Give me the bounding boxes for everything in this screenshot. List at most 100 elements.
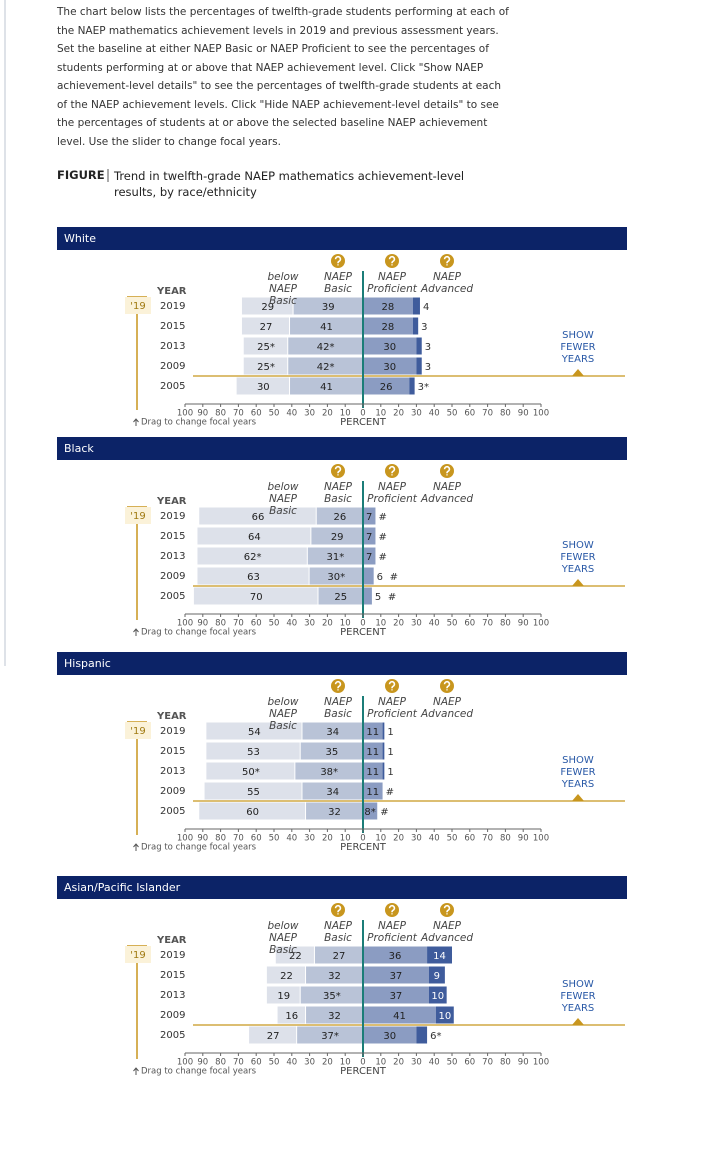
- x-tick-label: 80: [215, 409, 226, 419]
- help-icon[interactable]: [440, 254, 454, 268]
- value-label: 14: [433, 951, 446, 962]
- value-label: #: [386, 787, 394, 798]
- show-fewer-years-button[interactable]: SHOW FEWER YEARS: [560, 979, 596, 1014]
- help-icon[interactable]: [385, 903, 399, 917]
- panel-header: [57, 437, 627, 460]
- bar: [206, 722, 302, 740]
- x-tick-label: 90: [197, 409, 208, 419]
- x-tick-label: 100: [533, 409, 549, 419]
- value-label: 30: [383, 1031, 396, 1042]
- intro-text: The chart below lists the percentages of…: [57, 6, 509, 148]
- help-icon[interactable]: [385, 679, 399, 693]
- series-name: NAEP Basic: [323, 481, 352, 505]
- help-icon[interactable]: [385, 464, 399, 478]
- bar: [316, 507, 362, 525]
- hint-arrow: [133, 843, 139, 851]
- series-name: NAEP Advanced: [420, 696, 474, 720]
- panel-header: [57, 876, 627, 899]
- year-label: 2015: [160, 531, 185, 542]
- bar: [302, 722, 362, 740]
- value-label: 32: [328, 1011, 341, 1022]
- series-name: below NAEP Basic: [267, 696, 299, 732]
- figure-label: FIGURE: [57, 168, 105, 182]
- help-icon[interactable]: [440, 464, 454, 478]
- x-tick-label: 60: [251, 1058, 262, 1068]
- value-label: #: [380, 807, 388, 818]
- year-label: 2015: [160, 746, 185, 757]
- help-icon[interactable]: [331, 679, 345, 693]
- bar: [363, 297, 413, 315]
- year-label: 2009: [160, 1010, 185, 1021]
- x-tick-label: 10: [375, 834, 386, 844]
- x-tick-label: 60: [251, 409, 262, 419]
- bar: [409, 377, 415, 395]
- x-tick-label: 40: [429, 834, 440, 844]
- bar: [206, 742, 300, 760]
- show-fewer-years-button[interactable]: SHOW FEWER YEARS: [560, 755, 596, 790]
- focal-year-box: [125, 297, 151, 314]
- bar: [363, 782, 383, 800]
- x-tick-label: 40: [429, 409, 440, 419]
- x-tick-label: 100: [177, 409, 193, 419]
- value-label: 25*: [257, 342, 275, 353]
- x-tick-label: 30: [411, 619, 422, 629]
- bar: [241, 317, 290, 335]
- value-label: 30: [383, 362, 396, 373]
- year-label: 2015: [160, 970, 185, 981]
- year-label: 2005: [160, 381, 185, 392]
- slider-hint: Drag to change focal years: [141, 628, 257, 638]
- value-label: 42*: [317, 342, 335, 353]
- bar: [288, 357, 362, 375]
- x-tick-label: 20: [322, 834, 333, 844]
- x-tick-label: 50: [269, 409, 280, 419]
- bar: [363, 1006, 436, 1024]
- bar: [197, 547, 307, 565]
- x-tick-label: 60: [464, 834, 475, 844]
- value-label: 62*: [244, 552, 262, 563]
- value-label: 70: [250, 592, 263, 603]
- slider-hint: Drag to change focal years: [141, 418, 257, 428]
- bar: [363, 802, 378, 820]
- hint-arrow: [133, 1067, 139, 1075]
- slider-hint: Drag to change focal years: [141, 1067, 257, 1077]
- bar: [314, 946, 362, 964]
- value-label: 42*: [317, 362, 335, 373]
- slider-hint: Drag to change focal years: [141, 843, 257, 853]
- figure-title: Trend in twelfth-grade NAEP mathematics …: [114, 169, 465, 199]
- bar: [363, 742, 383, 760]
- value-label: 54: [248, 727, 261, 738]
- help-icon[interactable]: [331, 464, 345, 478]
- value-label: #: [388, 592, 396, 603]
- help-icon[interactable]: [385, 254, 399, 268]
- bar: [363, 377, 410, 395]
- bar: [363, 587, 372, 605]
- help-icon[interactable]: [440, 903, 454, 917]
- panel-title: Asian/Pacific Islander: [64, 881, 181, 894]
- series-name: NAEP Proficient: [367, 271, 417, 295]
- year-label: 2019: [160, 301, 185, 312]
- x-tick-label: 10: [375, 619, 386, 629]
- show-fewer-years-button[interactable]: SHOW FEWER YEARS: [560, 330, 596, 365]
- x-tick-label: 80: [500, 619, 511, 629]
- bar: [266, 966, 306, 984]
- year-label: 2005: [160, 1030, 185, 1041]
- help-icon[interactable]: [331, 254, 345, 268]
- value-label: 50*: [242, 767, 260, 778]
- value-label: #: [378, 532, 386, 543]
- focal-year-box: [125, 507, 151, 524]
- bar: [277, 1006, 306, 1024]
- bar: [382, 762, 385, 780]
- series-name: NAEP Advanced: [420, 920, 474, 944]
- bar: [243, 337, 288, 355]
- value-label: #: [378, 512, 386, 523]
- help-icon[interactable]: [440, 679, 454, 693]
- show-fewer-years-button[interactable]: SHOW FEWER YEARS: [560, 540, 596, 575]
- bar: [300, 742, 362, 760]
- bar: [382, 742, 385, 760]
- value-label: 41: [393, 1011, 406, 1022]
- help-icon[interactable]: [331, 903, 345, 917]
- series-name: below NAEP Basic: [267, 271, 299, 307]
- year-label: 2009: [160, 571, 185, 582]
- series-name: NAEP Basic: [323, 920, 352, 944]
- x-tick-label: 40: [286, 619, 297, 629]
